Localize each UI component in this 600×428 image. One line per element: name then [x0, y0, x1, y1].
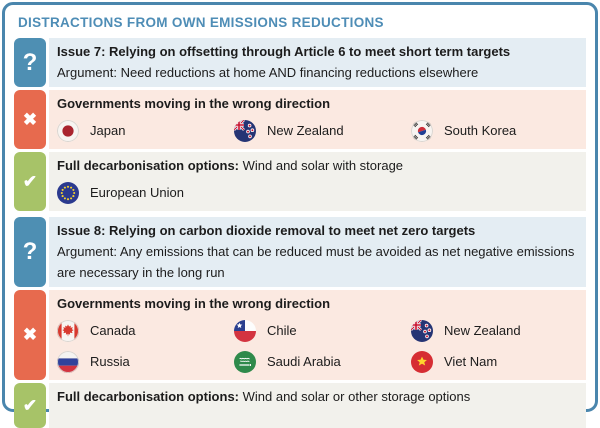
country-label: New Zealand — [444, 323, 521, 338]
issue-section: ? Issue 7: Relying on offsetting through … — [14, 38, 586, 87]
country-label: New Zealand — [267, 123, 344, 138]
issue-section: ? Issue 8: Relying on carbon dioxide remo… — [14, 217, 586, 287]
flag-saudi-arabia-icon — [234, 350, 256, 373]
country-item: Canada — [57, 317, 234, 344]
country-item: European Union — [57, 179, 234, 206]
issue-argument: Argument: Need reductions at home AND fi… — [57, 65, 479, 80]
issue-title: Issue 7: Relying on offsetting through A… — [57, 44, 511, 59]
country-grid: Japan New Zealand South — [57, 117, 578, 144]
flag-european-union-icon — [57, 181, 79, 204]
check-icon: ✔ — [14, 383, 46, 428]
issue-group-issue-7: ? Issue 7: Relying on offsetting through … — [14, 38, 586, 211]
wrong-direction-section: ✖ Governments moving in the wrong directi… — [14, 290, 586, 380]
country-label: Viet Nam — [444, 354, 498, 369]
country-item: New Zealand — [411, 317, 578, 344]
flag-russia-icon — [57, 350, 79, 373]
decarbonisation-heading: Full decarbonisation options: Wind and s… — [57, 386, 578, 407]
country-label: Russia — [90, 354, 130, 369]
flag-viet-nam-icon — [411, 350, 433, 373]
question-icon: ? — [14, 38, 46, 87]
wrong-direction-content: Governments moving in the wrong directio… — [49, 290, 586, 380]
section-heading: Governments moving in the wrong directio… — [57, 296, 331, 311]
country-item: Viet Nam — [411, 348, 578, 375]
country-grid: European Union — [57, 179, 578, 206]
decarbonisation-content: Full decarbonisation options: Wind and s… — [49, 383, 586, 428]
issue-content: Issue 8: Relying on carbon dioxide remov… — [49, 217, 586, 287]
issue-argument: Argument: Any emissions that can be redu… — [57, 244, 575, 280]
flag-new-zealand-icon — [234, 119, 256, 142]
country-item: Saudi Arabia — [234, 348, 411, 375]
decarbonisation-heading-bold: Full decarbonisation options: — [57, 158, 239, 173]
country-label: Saudi Arabia — [267, 354, 341, 369]
wrong-direction-section: ✖ Governments moving in the wrong directi… — [14, 90, 586, 149]
page-title: DISTRACTIONS FROM OWN EMISSIONS REDUCTIO… — [18, 15, 384, 30]
decarbonisation-content: Full decarbonisation options: Wind and s… — [49, 152, 586, 211]
flag-canada-icon — [57, 319, 79, 342]
flag-chile-icon — [234, 319, 256, 342]
country-item: South Korea — [411, 117, 578, 144]
cross-icon: ✖ — [14, 90, 46, 149]
flag-japan-icon — [57, 119, 79, 142]
country-label: South Korea — [444, 123, 517, 138]
country-item: Japan — [57, 117, 234, 144]
decarbonisation-section: ✔ Full decarbonisation options: Wind and … — [14, 383, 586, 428]
wrong-direction-content: Governments moving in the wrong directio… — [49, 90, 586, 149]
decarbonisation-heading-rest: Wind and solar or other storage options — [239, 389, 471, 404]
question-icon: ? — [14, 217, 46, 287]
check-icon: ✔ — [14, 152, 46, 211]
cross-icon: ✖ — [14, 290, 46, 380]
issue-group-issue-8: ? Issue 8: Relying on carbon dioxide remo… — [14, 217, 586, 428]
country-item: Russia — [57, 348, 234, 375]
country-label: Canada — [90, 323, 136, 338]
issue-content: Issue 7: Relying on offsetting through A… — [49, 38, 586, 87]
decarbonisation-section: ✔ Full decarbonisation options: Wind and … — [14, 152, 586, 211]
country-label: Chile — [267, 323, 297, 338]
country-label: European Union — [90, 185, 184, 200]
country-item: Chile — [234, 317, 411, 344]
country-grid: Canada Chile New Zealand Russia — [57, 317, 578, 375]
section-heading: Governments moving in the wrong directio… — [57, 96, 331, 111]
flag-south-korea-icon — [411, 119, 433, 142]
country-label: Japan — [90, 123, 126, 138]
country-item: New Zealand — [234, 117, 411, 144]
issue-groups: ? Issue 7: Relying on offsetting through … — [14, 38, 586, 428]
decarbonisation-heading-rest: Wind and solar with storage — [239, 158, 404, 173]
decarbonisation-heading: Full decarbonisation options: Wind and s… — [57, 155, 578, 176]
issue-title: Issue 8: Relying on carbon dioxide remov… — [57, 223, 476, 238]
flag-new-zealand-icon — [411, 319, 433, 342]
decarbonisation-heading-bold: Full decarbonisation options: — [57, 389, 239, 404]
